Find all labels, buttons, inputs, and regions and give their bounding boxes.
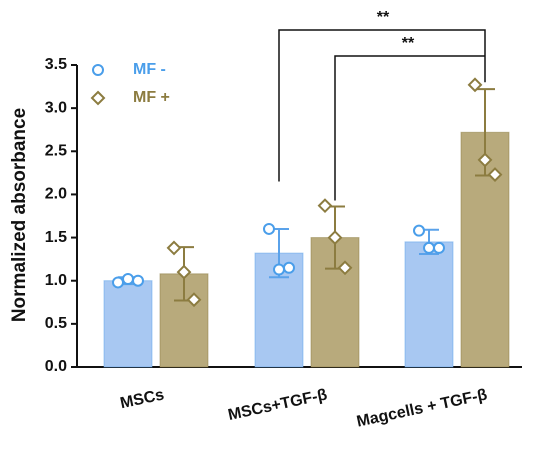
bar	[103, 280, 153, 368]
data-point	[477, 152, 493, 168]
x-tick-label: MSCs	[119, 386, 166, 412]
y-tick-label: 0.0	[45, 358, 67, 375]
data-point	[283, 261, 295, 274]
y-tick-label: 1.0	[45, 272, 67, 289]
data-point	[487, 167, 503, 182]
data-point	[112, 276, 124, 289]
legend-label: MF -	[133, 61, 166, 78]
y-axis-label: Normalized absorbance	[9, 108, 30, 322]
data-point	[413, 224, 425, 237]
data-point	[176, 264, 192, 280]
data-point	[467, 77, 483, 93]
data-point	[273, 263, 285, 276]
data-point	[423, 241, 435, 254]
legend-label: MF +	[133, 89, 170, 106]
x-tick-label: Magcells + TGF-β	[355, 386, 489, 430]
significance-label: **	[377, 9, 390, 26]
legend-marker	[92, 64, 104, 76]
significance-bracket	[334, 55, 485, 201]
significance-label: **	[402, 35, 415, 52]
significance-bracket	[278, 29, 486, 182]
data-point	[317, 198, 333, 214]
bar	[404, 241, 454, 368]
data-point	[263, 222, 275, 235]
data-point	[132, 274, 144, 287]
y-tick-label: 3.5	[45, 56, 67, 73]
legend-marker	[90, 90, 106, 106]
data-point	[337, 260, 353, 276]
y-tick-label: 1.5	[45, 229, 67, 246]
data-point	[433, 241, 445, 254]
y-tick-label: 2.0	[45, 186, 67, 203]
y-tick-label: 2.5	[45, 143, 67, 160]
y-tick-label: 0.5	[45, 315, 67, 332]
x-tick-label: MSCs+TGF-β	[226, 386, 328, 424]
data-point	[327, 230, 343, 245]
data-point	[186, 292, 202, 308]
data-point	[122, 272, 134, 285]
y-tick-label: 3.0	[45, 99, 67, 116]
data-point	[166, 240, 182, 256]
